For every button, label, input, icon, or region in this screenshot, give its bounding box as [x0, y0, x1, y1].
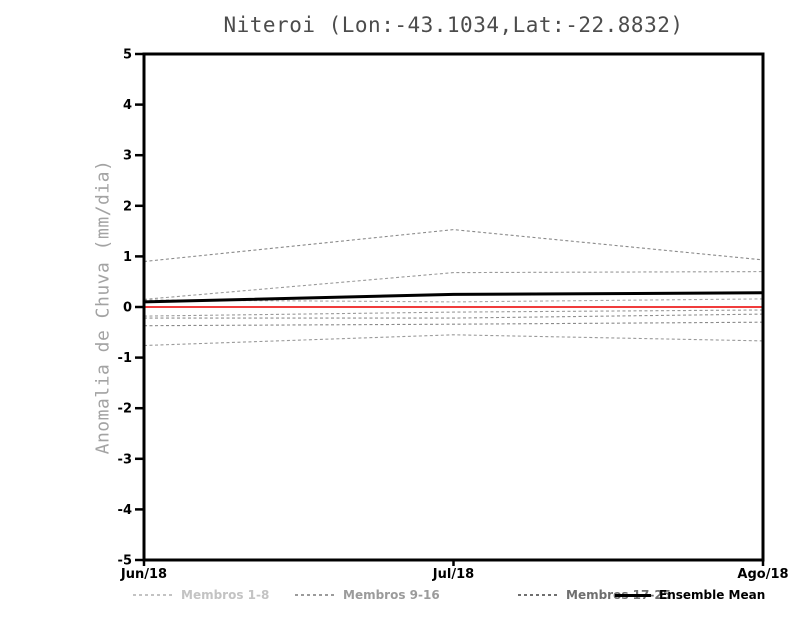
- legend-item-4: Ensemble Mean: [615, 588, 765, 602]
- legend-item-1: Membros 1-8: [133, 588, 269, 602]
- x-tick-label: Jul/18: [432, 567, 474, 582]
- y-tick-label: -4: [118, 503, 132, 518]
- member-line: [144, 313, 764, 319]
- dashed-line-swatch: [518, 594, 558, 596]
- legend-label: Membros 1-8: [181, 588, 270, 602]
- member-line: [143, 334, 764, 347]
- y-tick-label: -2: [118, 402, 132, 417]
- y-tick-label: -3: [118, 452, 132, 467]
- y-tick-label: 1: [123, 250, 132, 265]
- y-tick-label: -1: [118, 351, 132, 366]
- dashed-line-swatch: [133, 594, 173, 596]
- y-tick-label: -5: [118, 554, 132, 569]
- y-tick-label: 4: [123, 98, 132, 113]
- ensemble-mean-line: [143, 291, 764, 304]
- y-tick-label: 0: [123, 301, 132, 316]
- y-tick-label: 5: [123, 48, 132, 63]
- legend: Membros 1-8 Membros 9-16 Membros 17-25 E…: [0, 588, 800, 604]
- member-line: [143, 271, 764, 300]
- x-tick-label: Jun/18: [120, 567, 167, 582]
- y-tick-label: 3: [123, 149, 132, 164]
- solid-line-swatch: [615, 593, 651, 597]
- member-line: [143, 229, 764, 263]
- member-line: [143, 321, 764, 327]
- x-tick-label: Ago/18: [737, 567, 788, 582]
- y-tick-label: 2: [123, 199, 132, 214]
- legend-item-2: Membros 9-16: [295, 588, 440, 602]
- member-line: [143, 309, 764, 317]
- legend-label: Ensemble Mean: [659, 588, 766, 602]
- dashed-line-swatch: [295, 594, 335, 596]
- chart-title: Niteroi (Lon:-43.1034,Lat:-22.8832): [223, 13, 684, 37]
- legend-label: Membros 9-16: [343, 588, 440, 602]
- member-line: [143, 298, 764, 303]
